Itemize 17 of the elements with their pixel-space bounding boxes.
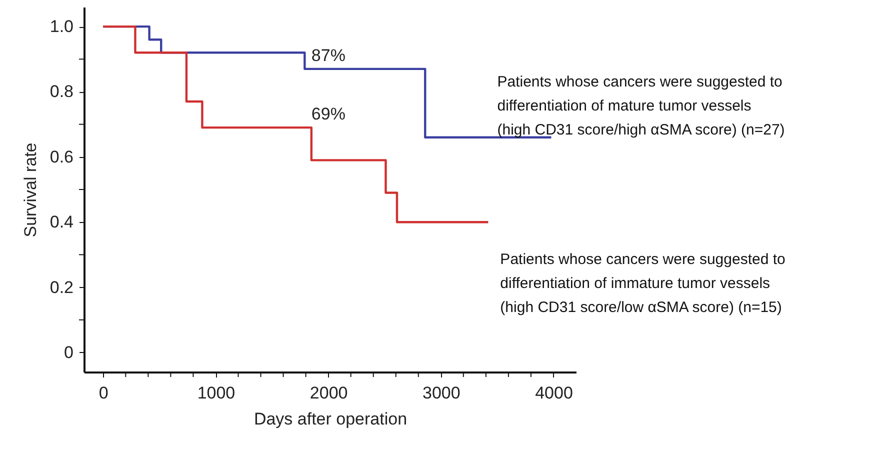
y-tick-label: 0.8 [50,82,74,102]
y-axis-title: Survival rate [20,142,40,238]
annotation: 69% [311,104,346,124]
x-tick-label: 3000 [422,384,460,402]
y-tick-label: 0.2 [50,278,74,297]
annotation: 87% [311,46,346,65]
x-tick-label: 4000 [535,384,573,402]
y-tick-label: 0.6 [50,147,74,166]
x-tick-label: 0 [98,384,108,402]
x-axis-title: Days after operation [254,410,408,428]
text: Patients whose cancers were suggested to differentiation of immature tumor vessels (high CD31 score/low αSMA score) (n=15) [500,251,786,316]
y-tick-label: 0 [64,342,74,362]
y-tick-label: 0.4 [50,212,74,232]
x-tick-label: 1000 [197,384,236,402]
x-tick-label: 2000 [310,384,348,402]
series-label: Patients whose cancers were suggested to differentiation of mature tumor vessels (high CD31 score/high αSMA score) (n=27) [497,73,785,138]
y-tick-label: 1.0 [50,17,74,36]
